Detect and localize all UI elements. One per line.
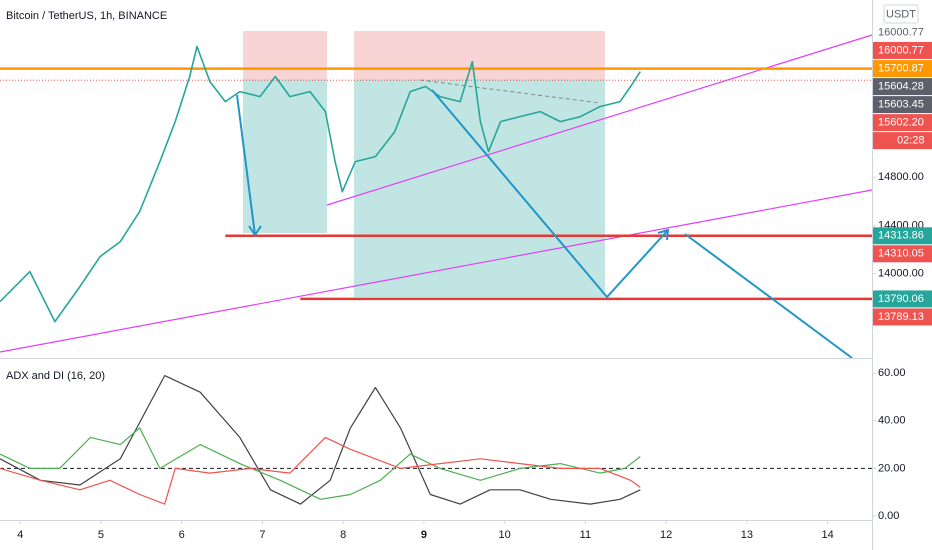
y-tick-label: 60.00 [878,367,906,379]
price-lines [0,67,872,469]
x-tick-label: 9 [421,529,427,541]
price-label: 14310.05 [878,248,924,260]
trend-line [0,189,873,353]
arrow [684,233,853,359]
price-label-box [873,114,932,132]
dashed-line [419,79,601,104]
price-label: 13789.13 [878,311,924,323]
price-label-box [873,245,932,263]
x-tick-label: 7 [259,529,265,541]
series-line [0,436,641,505]
price-label-box [873,227,932,245]
price-label-box [873,290,932,308]
y-tick-label: 14800.00 [878,171,924,183]
y-tick-label: 20.00 [878,462,906,474]
price-label: 16000.77 [878,44,924,56]
series [0,45,641,505]
price-label-box [873,60,932,78]
x-tick-label: 12 [660,529,672,541]
arrow [236,94,256,236]
series-line [0,427,641,500]
y-tick-label: 14000.00 [878,268,924,280]
series-line [0,375,641,505]
chart-title: Bitcoin / TetherUS, 1h, BINANCE [6,10,167,22]
x-tick-label: 11 [580,529,591,541]
price-label: 15604.28 [878,81,924,93]
arrow-head [657,228,670,241]
price-label: 15602.20 [878,117,924,129]
series-line [0,45,641,323]
arrow [431,89,669,299]
x-tick-label: 13 [741,529,753,541]
target-zone [243,79,327,233]
x-tick-label: 10 [499,529,511,541]
price-label-box [873,308,932,326]
x-tick-label: 14 [821,529,833,541]
price-label: 16000.77 [878,26,924,38]
x-tick-label: 6 [179,529,185,541]
x-tick-label: 4 [17,529,23,541]
x-tick-label: 8 [340,529,346,541]
price-label: 14313.86 [878,230,924,242]
price-label: 15700.87 [878,63,924,75]
price-label-box [873,78,932,96]
price-label-box [873,41,932,59]
price-label: 15603.45 [878,99,924,111]
trend-line [326,34,873,206]
arrow-head [248,225,262,237]
arrows [236,89,853,359]
price-label: 13790.06 [878,293,924,305]
countdown: 02:28 [897,135,925,147]
stop-zone [354,31,605,79]
price-label-box [873,23,932,41]
x-tick-label: 5 [98,529,104,541]
currency: USDT [886,8,916,20]
indicator-title: ADX and DI (16, 20) [6,370,105,382]
currency-box[interactable] [883,4,919,24]
stop-zone [243,31,327,79]
countdown-box [873,132,932,150]
y-tick-label: 0.00 [878,510,899,522]
y-tick-label: 40.00 [878,415,906,427]
price-label-box [873,96,932,114]
